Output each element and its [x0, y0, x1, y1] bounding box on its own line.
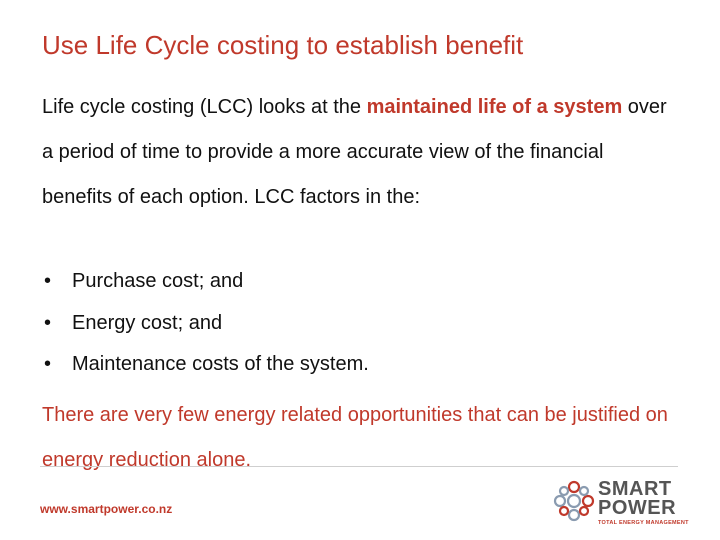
logo-icon: [553, 480, 595, 522]
logo-line: POWER: [598, 497, 677, 519]
closing-text: There are very few energy related opport…: [42, 404, 668, 471]
divider: [40, 466, 678, 467]
logo: SMART POWER TOTAL ENERGY MANAGEMENT: [598, 478, 689, 526]
text: over a period of time to provide a more …: [42, 96, 667, 208]
bullet-list: Purchase cost; and Energy cost; and Main…: [42, 261, 369, 386]
logo-line: SMART: [598, 478, 672, 500]
paragraph: Life cycle costing (LCC) looks at the ma…: [42, 85, 667, 220]
bullet: Maintenance costs of the system.: [42, 344, 369, 386]
bullet: Energy cost; and: [42, 303, 369, 345]
text: Life cycle costing (LCC) looks at the: [42, 96, 367, 118]
slide-title: Use Life Cycle costing to establish bene…: [42, 30, 524, 60]
highlight: maintained life of a system: [366, 96, 623, 118]
logo-tagline: TOTAL ENERGY MANAGEMENT: [598, 520, 689, 526]
footer-url: www.smartpower.co.nz: [40, 502, 173, 516]
bullet: Purchase cost; and: [42, 261, 369, 303]
